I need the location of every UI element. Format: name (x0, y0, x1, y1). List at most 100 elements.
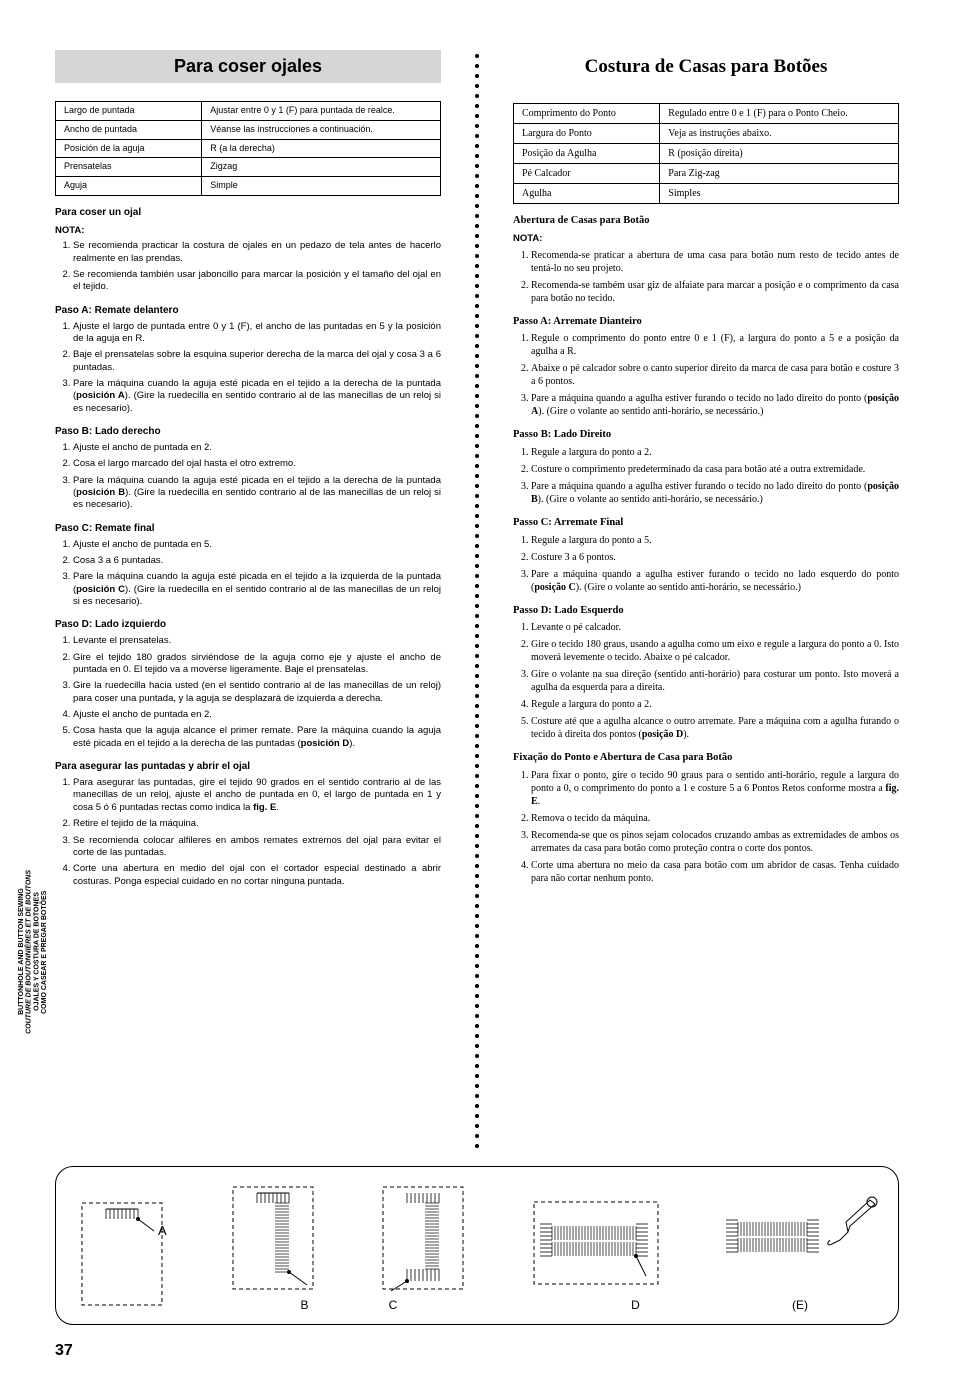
list-item: Regule a largura do ponto a 2. (531, 446, 899, 459)
cell: Veja as instruções abaixo. (660, 123, 899, 143)
diagram-label: C (389, 1298, 398, 1312)
list-item: Recomenda-se praticar a abertura de uma … (531, 249, 899, 275)
list-item: Corte uma abertura no meio da casa para … (531, 859, 899, 885)
note-list: Recomenda-se praticar a abertura de uma … (513, 249, 899, 305)
step-list: Ajuste el largo de puntada entre 0 y 1 (… (55, 321, 441, 415)
heading: Abertura de Casas para Botão (513, 214, 899, 228)
list-item: Se recomienda también usar jaboncillo pa… (73, 269, 441, 294)
diagram-label: (E) (792, 1298, 808, 1312)
buttonhole-step-c-icon (375, 1181, 471, 1296)
svg-text:A: A (158, 1223, 167, 1238)
diagram-label: D (631, 1298, 640, 1312)
cell: Simple (202, 177, 441, 196)
list-item: Para asegurar las puntadas, gire el teji… (73, 777, 441, 814)
list-item: Pare a máquina quando a agulha estiver f… (531, 392, 899, 418)
list-item: Gire o volante na sua direção (sentido a… (531, 668, 899, 694)
note-label: NOTA: (55, 225, 441, 237)
cell: R (posição direita) (660, 143, 899, 163)
cell: Ajustar entre 0 y 1 (F) para puntada de … (202, 102, 441, 121)
title-pt: Costura de Casas para Botões (513, 50, 899, 85)
cell: Comprimento do Ponto (514, 103, 660, 123)
heading: Passo A: Arremate Dianteiro (513, 315, 899, 329)
heading: Passo B: Lado Direito (513, 428, 899, 442)
two-column-layout: Para coser ojales Largo de puntadaAjusta… (55, 50, 899, 1148)
list-item: Pare la máquina cuando la aguja esté pic… (73, 571, 441, 608)
list-item: Regule o comprimento do ponto entre 0 e … (531, 332, 899, 358)
cell: Véanse las instrucciones a continuación. (202, 121, 441, 140)
cell: Largura do Ponto (514, 123, 660, 143)
list-item: Cosa 3 a 6 puntadas. (73, 555, 441, 567)
tab-line: COMO CASEAR E PREGAR BOTÕES (41, 890, 48, 1013)
tab-line: OJALES Y COSTURA DE BOTONES (33, 893, 40, 1012)
step-list: Para fixar o ponto, gire o tecido 90 gra… (513, 769, 899, 885)
list-item: Para fixar o ponto, gire o tecido 90 gra… (531, 769, 899, 808)
diagram-a: A (74, 1197, 170, 1314)
list-item: Cosa hasta que la aguja alcance el prime… (73, 725, 441, 750)
list-item: Gire el tejido 180 grados sirviéndose de… (73, 652, 441, 677)
cell: Aguja (56, 177, 202, 196)
column-portuguese: Costura de Casas para Botões Comprimento… (513, 50, 899, 1148)
diagram-b: B (225, 1181, 321, 1314)
cell: Largo de puntada (56, 102, 202, 121)
list-item: Pare a máquina quando a agulha estiver f… (531, 568, 899, 594)
cell: Posição da Agulha (514, 143, 660, 163)
list-item: Ajuste el ancho de puntada en 2. (73, 442, 441, 454)
heading: Para asegurar las puntadas y abrir el oj… (55, 760, 441, 773)
step-list: Levante el prensatelas. Gire el tejido 1… (55, 635, 441, 750)
list-item: Costure o comprimento predeterminado da … (531, 463, 899, 476)
step-list: Ajuste el ancho de puntada en 5. Cosa 3 … (55, 539, 441, 609)
heading: Passo C: Arremate Final (513, 516, 899, 530)
list-item: Gire la ruedecilla hacia usted (en el se… (73, 680, 441, 705)
heading: Paso D: Lado izquierdo (55, 618, 441, 631)
note-label: NOTA: (513, 233, 899, 245)
cell: Pé Calcador (514, 163, 660, 183)
step-list: Regule a largura do ponto a 2. Costure o… (513, 446, 899, 506)
list-item: Costure 3 a 6 pontos. (531, 551, 899, 564)
list-item: Ajuste el ancho de puntada en 2. (73, 709, 441, 721)
list-item: Corte una abertura en medio del ojal con… (73, 863, 441, 888)
step-list: Levante o pé calcador. Gire o tecido 180… (513, 621, 899, 741)
side-tab: BUTTONHOLE AND BUTTON SEWING COUTURE DE … (18, 870, 49, 1034)
heading: Paso B: Lado derecho (55, 425, 441, 438)
diagram-label: B (300, 1298, 308, 1312)
cell: Zigzag (202, 158, 441, 177)
list-item: Recomenda-se também usar giz de alfaiate… (531, 279, 899, 305)
column-spanish: Para coser ojales Largo de puntadaAjusta… (55, 50, 441, 1148)
list-item: Regule a largura do ponto a 5. (531, 534, 899, 547)
title-es: Para coser ojales (55, 50, 441, 83)
list-item: Ajuste el largo de puntada entre 0 y 1 (… (73, 321, 441, 346)
step-list: Regule a largura do ponto a 5. Costure 3… (513, 534, 899, 594)
cell: Para Zig-zag (660, 163, 899, 183)
dotted-separator (475, 50, 479, 1148)
cell: R (a la derecha) (202, 139, 441, 158)
list-item: Pare la máquina cuando la aguja esté pic… (73, 475, 441, 512)
cell: Regulado entre 0 e 1 (F) para o Ponto Ch… (660, 103, 899, 123)
diagram-c: C (375, 1181, 471, 1314)
heading: Paso C: Remate final (55, 522, 441, 535)
list-item: Costure até que a agulha alcance o outro… (531, 715, 899, 741)
tab-line: BUTTONHOLE AND BUTTON SEWING (18, 889, 25, 1016)
heading: Para coser un ojal (55, 206, 441, 219)
cell: Agulha (514, 183, 660, 203)
list-item: Remova o tecido da máquina. (531, 812, 899, 825)
tab-line: COUTURE DE BOUTONNIÈRES ET DE BOUTONS (26, 870, 33, 1034)
list-item: Abaixe o pé calcador sobre o canto super… (531, 362, 899, 388)
list-item: Se recomienda colocar alfileres en ambos… (73, 835, 441, 860)
heading: Paso A: Remate delantero (55, 304, 441, 317)
list-item: Gire o tecido 180 graus, usando a agulha… (531, 638, 899, 664)
step-list: Para asegurar las puntadas, gire el teji… (55, 777, 441, 888)
settings-table-pt: Comprimento do PontoRegulado entre 0 e 1… (513, 103, 899, 204)
list-item: Cosa el largo marcado del ojal hasta el … (73, 458, 441, 470)
list-item: Pare la máquina cuando la aguja esté pic… (73, 378, 441, 415)
list-item: Retire el tejido de la máquina. (73, 818, 441, 830)
step-list: Ajuste el ancho de puntada en 2. Cosa el… (55, 442, 441, 512)
settings-table-es: Largo de puntadaAjustar entre 0 y 1 (F) … (55, 101, 441, 195)
cell: Ancho de puntada (56, 121, 202, 140)
list-item: Levante o pé calcador. (531, 621, 899, 634)
diagram-d: D (526, 1196, 666, 1314)
diagram-e: (E) (720, 1196, 880, 1314)
buttonhole-step-d-icon (526, 1196, 666, 1296)
list-item: Se recomienda practicar la costura de oj… (73, 240, 441, 265)
heading: Passo D: Lado Esquerdo (513, 604, 899, 618)
diagram-row: A (55, 1166, 899, 1325)
